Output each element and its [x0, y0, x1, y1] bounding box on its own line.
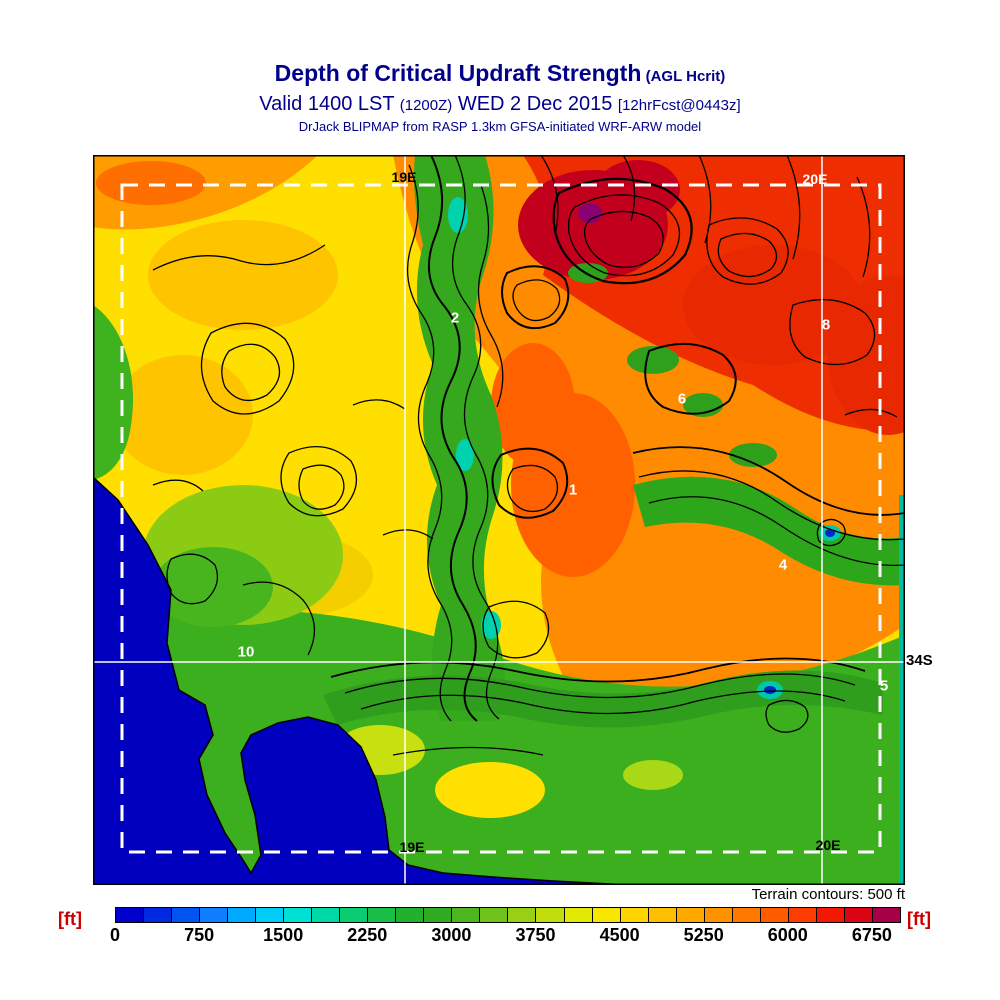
terrain-contours [152, 155, 905, 756]
valid-time-line: Valid 1400 LST (1200Z) WED 2 Dec 2015 [1… [0, 93, 1000, 116]
region-number-label: 8 [821, 316, 831, 334]
grid-label: 20E [802, 171, 828, 187]
colorbar-cell [199, 907, 229, 923]
colorbar-cell [227, 907, 257, 923]
updraft-depth-field [93, 155, 905, 885]
colorbar-cell [367, 907, 397, 923]
grid-label: 19E [399, 839, 425, 855]
title-paren: (AGL Hcrit) [641, 68, 726, 85]
colorbar-tick: 3000 [431, 925, 472, 945]
colorbar-cell [395, 907, 425, 923]
colorbar-cell [647, 907, 677, 923]
valid-fcst: [12hrFcst@0443z] [617, 97, 741, 114]
colorbar-cell [255, 907, 285, 923]
colorbar-cell [759, 907, 789, 923]
colorbar-cell [423, 907, 453, 923]
colorbar-cell [871, 907, 901, 923]
terrain-contours-note: Terrain contours: 500 ft [751, 886, 905, 903]
valid-main: Valid 1400 LST [259, 93, 400, 115]
colorbar-cell [591, 907, 621, 923]
colorbar-cell [815, 907, 845, 923]
colorbar-tick: 4500 [599, 925, 640, 945]
colorbar-cell [507, 907, 537, 923]
valid-zulu: (1200Z) [399, 97, 453, 114]
map-canvas [93, 155, 905, 885]
title-main: Depth of Critical Updraft Strength [274, 60, 642, 86]
region-number-label: 2 [450, 309, 460, 327]
colorbar-cell [535, 907, 565, 923]
colorbar-tick: 5250 [683, 925, 724, 945]
colorbar-tick: 3750 [515, 925, 556, 945]
colorbar-cell [787, 907, 817, 923]
colorbar-cell [339, 907, 369, 923]
colorbar-cell [675, 907, 705, 923]
colorbar-tick: 750 [184, 925, 215, 945]
colorbar-cell [143, 907, 173, 923]
region-number-label: 4 [778, 556, 788, 574]
colorbar-cell [451, 907, 481, 923]
colorbar-cell [171, 907, 201, 923]
colorbar-cell [563, 907, 593, 923]
grid-label: 20E [815, 837, 841, 853]
colorbar-tick: 6000 [767, 925, 808, 945]
region-number-label: 10 [237, 643, 255, 661]
colorbar-cell [619, 907, 649, 923]
coastline [93, 475, 631, 885]
valid-date: WED 2 Dec 2015 [452, 93, 618, 115]
colorbar-cell [843, 907, 873, 923]
colorbar-cell [311, 907, 341, 923]
latlon-grid-lines [93, 155, 905, 885]
colorbar-tick: 6750 [851, 925, 892, 945]
colorbar-cell [115, 907, 145, 923]
colorbar-unit-right: [ft] [907, 909, 931, 929]
colorbar-cell [283, 907, 313, 923]
grid-label: 19E [391, 169, 417, 185]
map-border [93, 155, 905, 885]
colorbar-tick: 0 [109, 925, 121, 945]
region-number-label: 6 [677, 390, 687, 408]
ocean [93, 475, 631, 885]
region-number-label: 1 [568, 481, 578, 499]
colorbar-cell [703, 907, 733, 923]
colorbar-cell [731, 907, 761, 923]
dashed-domain-box [120, 183, 882, 854]
lat-label-34s: 34S [906, 652, 933, 669]
colorbar [115, 907, 901, 923]
forecast-map: 19E 20E 2 8 6 1 4 10 5 19E 20E [93, 155, 905, 885]
colorbar-tick: 1500 [263, 925, 304, 945]
colorbar-cell [479, 907, 509, 923]
region-number-label: 5 [879, 677, 889, 695]
model-line: DrJack BLIPMAP from RASP 1.3km GFSA-init… [298, 119, 702, 134]
colorbar-unit-left: [ft] [58, 909, 82, 929]
colorbar-tick: 2250 [347, 925, 388, 945]
page-title: Depth of Critical Updraft Strength (AGL … [0, 60, 1000, 87]
